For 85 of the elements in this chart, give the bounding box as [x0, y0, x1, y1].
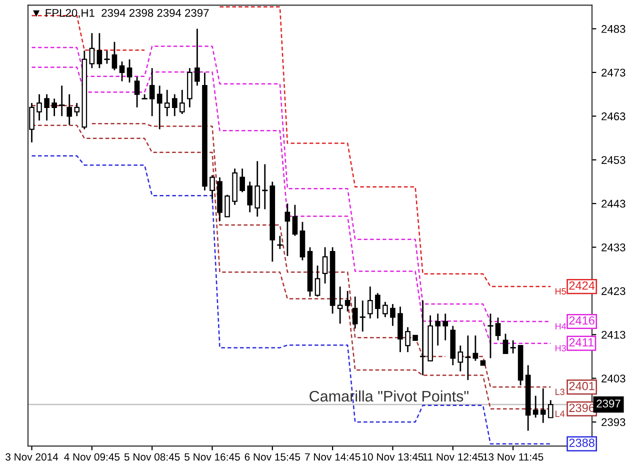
candlestick: [510, 340, 516, 354]
data-label: 2416: [569, 316, 594, 325]
y-tick-label: 2413: [602, 330, 626, 339]
candlestick: [322, 246, 328, 284]
candlestick: [442, 312, 448, 341]
candlestick: [66, 94, 72, 126]
candlestick: [292, 204, 298, 237]
candlestick: [548, 399, 554, 418]
legend-label: H5: [556, 288, 566, 295]
candlestick: [36, 94, 42, 122]
candlestick: [360, 300, 366, 332]
candlestick: [119, 60, 125, 82]
candlestick: [495, 316, 501, 341]
candlestick: [224, 194, 230, 218]
data-label: 2424: [569, 281, 595, 290]
candlestick: [532, 395, 538, 418]
candlestick: [247, 180, 252, 213]
line-series: [31, 155, 552, 444]
candlestick: [262, 164, 268, 210]
x-tick-label: 7 Nov 14:45: [305, 453, 360, 461]
candlestick: [488, 312, 494, 359]
x-tick-label: 13 Nov 11:45: [483, 453, 544, 461]
x-tick-label: 5 Nov 16:45: [184, 453, 240, 461]
candlestick: [368, 286, 373, 320]
y-tick-label: 2433: [602, 243, 626, 252]
data-label: 2411: [569, 338, 594, 346]
candlestick: [472, 334, 478, 362]
candlestick: [74, 102, 80, 117]
candlestick: [382, 301, 388, 318]
annotation: Camarilla "Pivot Points": [310, 390, 468, 402]
data-label: 2401: [569, 382, 594, 390]
candlestick: [240, 168, 245, 193]
legend-label: H4: [556, 323, 566, 330]
candlestick: [405, 326, 410, 353]
candlestick: [420, 300, 426, 376]
candlestick: [104, 50, 110, 64]
candlestick: [284, 202, 290, 257]
candlestick: [375, 292, 380, 320]
candlestick: [29, 102, 34, 144]
candlestick: [59, 84, 65, 117]
candlestick: [89, 32, 95, 69]
legend-label: H3: [556, 344, 566, 352]
candlestick: [435, 312, 440, 346]
candlestick: [134, 76, 140, 108]
candlestick: [180, 89, 185, 115]
candlestick: [540, 388, 546, 424]
candlestick: [352, 296, 358, 330]
candlestick: [164, 89, 170, 117]
candlestick: [126, 58, 132, 84]
y-tick-label: 2393: [602, 418, 626, 426]
x-tick-label: 11 Nov 12:45: [423, 453, 484, 461]
x-tick-label: 3 Nov 2014: [6, 453, 58, 461]
candlestick: [502, 333, 508, 354]
candlestick: [390, 303, 396, 327]
candlestick: [458, 344, 464, 372]
candlestick: [465, 334, 471, 381]
x-tick-label: 10 Nov 13:45: [362, 453, 424, 461]
candlestick: [172, 94, 178, 117]
candlestick: [194, 28, 200, 86]
x-tick-label: 5 Nov 08:45: [124, 453, 180, 461]
y-tick-label: 2473: [602, 68, 626, 77]
data-label: 2388: [569, 438, 594, 448]
candlestick: [156, 84, 162, 130]
candlestick: [210, 174, 215, 200]
candlestick: [52, 98, 57, 117]
candlestick: [96, 32, 102, 69]
candlestick: [254, 160, 260, 218]
y-tick-label: 2453: [602, 156, 626, 164]
x-tick-label: 6 Nov 15:45: [244, 453, 300, 461]
x-tick-label: 4 Nov 09:45: [64, 453, 120, 461]
candlestick: [314, 264, 320, 298]
candlestick: [149, 67, 155, 117]
y-tick-label: 2403: [602, 374, 626, 382]
candlestick: [112, 41, 118, 71]
candlestick: [337, 286, 343, 324]
y-tick-label: 2443: [602, 200, 626, 208]
y-tick-label: 2463: [602, 112, 626, 120]
y-tick-label: 2423: [602, 287, 626, 296]
legend-label: L4: [556, 410, 565, 417]
ref-line-label: 2397: [596, 400, 620, 408]
y-tick-label: 2483: [602, 25, 626, 33]
candlestick: [277, 235, 283, 250]
legend-label: L3: [556, 388, 564, 396]
candlestick: [44, 94, 50, 122]
candlestick: [344, 290, 350, 312]
